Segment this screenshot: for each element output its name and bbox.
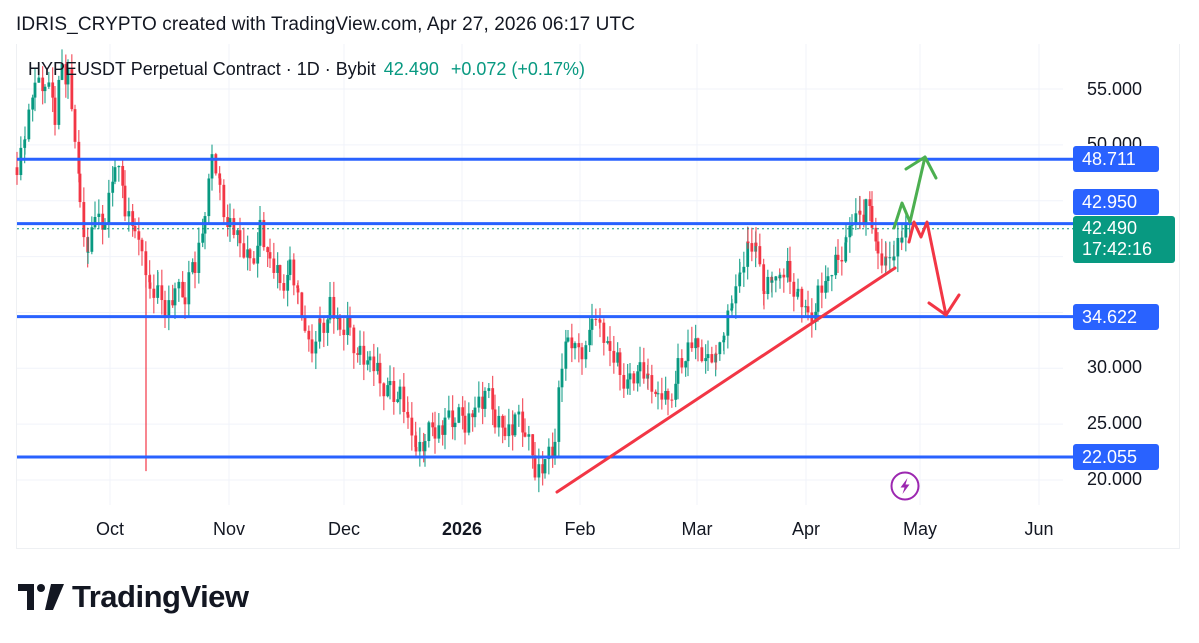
bar-countdown: 17:42:16	[1082, 239, 1153, 259]
y-tick-20: 20.000	[1087, 469, 1143, 489]
level-tag-42950[interactable]: 42.950	[1073, 189, 1159, 215]
y-tick-55: 55.000	[1087, 79, 1143, 99]
level-tag-22055[interactable]: 22.055	[1073, 444, 1159, 470]
drawings	[555, 155, 961, 494]
legend-change: +0.072 (+0.17%)	[450, 59, 585, 79]
level-tag-34622[interactable]: 34.622	[1073, 304, 1159, 330]
logo-text: TradingView	[72, 579, 249, 614]
level-tag-48711[interactable]: 48.711	[1073, 146, 1159, 172]
x-tick-jun: Jun	[1024, 519, 1054, 539]
x-tick-oct: Oct	[95, 519, 125, 539]
chart-caption: IDRIS_CRYPTO created with TradingView.co…	[16, 14, 636, 35]
y-tick-25: 25.000	[1087, 413, 1143, 433]
x-tick-dec: Dec	[327, 519, 361, 539]
x-tick-may: May	[902, 519, 938, 539]
y-tick-30: 30.000	[1087, 357, 1143, 377]
x-tick-mar: Mar	[681, 519, 713, 539]
x-tick-2026: 2026	[441, 519, 483, 539]
symbol-legend: HYPEUSDT Perpetual Contract · 1D · Bybit…	[28, 59, 585, 80]
symbol-title: HYPEUSDT Perpetual Contract · 1D · Bybit	[28, 59, 376, 79]
x-tick-nov: Nov	[212, 519, 246, 539]
tradingview-logo-icon	[18, 584, 64, 610]
candlesticks	[15, 49, 912, 493]
grid-lines	[17, 44, 1063, 505]
x-tick-apr: Apr	[791, 519, 821, 539]
last-price-value: 42.490	[1082, 218, 1138, 238]
legend-price: 42.490	[383, 59, 439, 79]
tradingview-logo[interactable]: TradingView	[18, 579, 249, 615]
x-tick-feb: Feb	[564, 519, 596, 539]
horizontal-levels	[17, 157, 1073, 459]
last-price-tag: 42.490 17:42:16	[1073, 216, 1175, 263]
chart-frame	[16, 44, 1180, 549]
lightning-event-icon[interactable]	[890, 471, 920, 501]
